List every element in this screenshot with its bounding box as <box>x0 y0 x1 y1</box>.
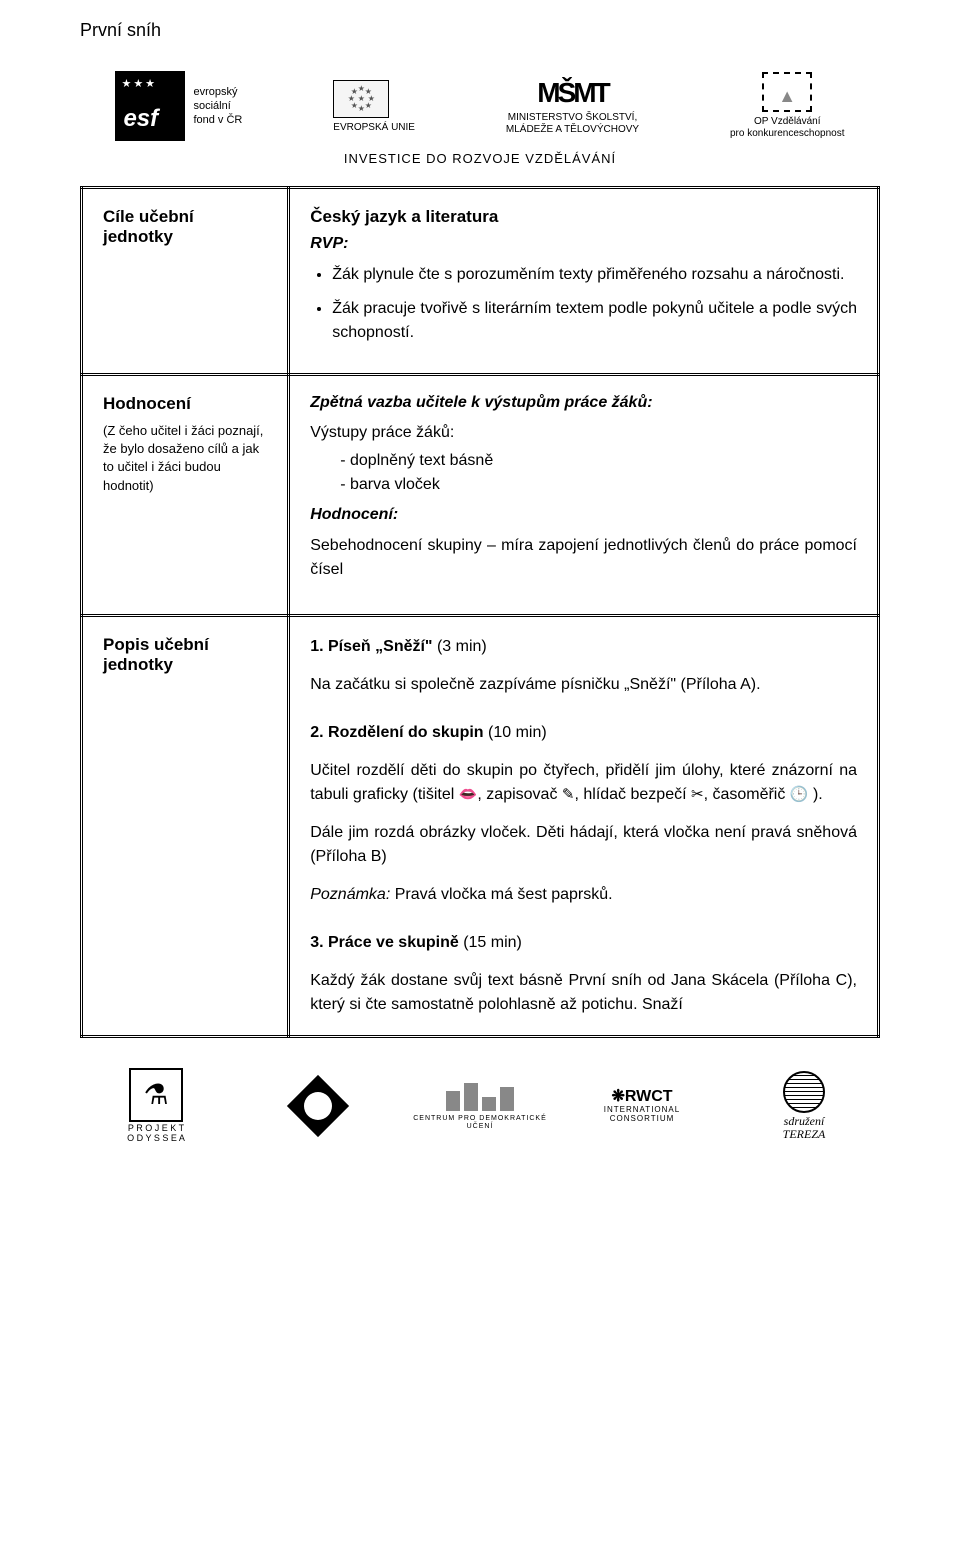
bottom-banner: ⚗ P R O J E K T O D Y S S E A CENTRUM PR… <box>80 1068 880 1144</box>
step3-text: Každý žák dostane svůj text básně První … <box>310 969 857 1017</box>
note-text: Pravá vločka má šest paprsků. <box>390 886 612 903</box>
output-item: barva vloček <box>340 476 857 494</box>
msmt-logo: MŠMT MINISTERSTVO ŠKOLSTVÍ, MLÁDEŽE A TĚ… <box>506 76 639 136</box>
rvp-label: RVP: <box>310 235 857 253</box>
tereza-logo: sdruženíTEREZA <box>728 1071 880 1141</box>
diamond-icon <box>287 1075 349 1137</box>
step3-title: 3. Práce ve skupině <box>310 934 463 951</box>
globe-icon <box>783 1071 825 1113</box>
esf-line2: sociální <box>193 99 242 113</box>
outputs-label: Výstupy práce žáků: <box>310 424 857 442</box>
rvp-bullet: Žák pracuje tvořivě s literárním textem … <box>332 297 857 345</box>
step3-heading: 3. Práce ve skupině (15 min) <box>310 931 857 955</box>
step2-text-b: , zapisovač <box>477 786 561 803</box>
esf-line3: fond v ČR <box>193 113 242 127</box>
assessment-heading: Hodnocení <box>103 394 267 414</box>
step1-heading: 1. Píseň „Sněží" (3 min) <box>310 635 857 659</box>
assessment-sub: (Z čeho učitel i žáci poznají, že bylo d… <box>103 422 267 495</box>
scissors-icon: ✂ <box>691 784 704 807</box>
lips-icon: 👄 <box>459 784 478 807</box>
esf-logo: evropský sociální fond v ČR <box>115 71 242 141</box>
step2-title: 2. Rozdělení do skupin <box>310 724 488 741</box>
rwct-logo: ❋RWCT INTERNATIONAL CONSORTIUM <box>566 1088 718 1123</box>
step1-text: Na začátku si společně zazpíváme písničk… <box>310 673 857 697</box>
step3-duration: (15 min) <box>463 934 522 951</box>
rvp-bullet: Žák plynule čte s porozuměním texty přim… <box>332 263 857 287</box>
step2-text-d: , časoměřič <box>704 786 790 803</box>
esf-line1: evropský <box>193 85 242 99</box>
step2-duration: (10 min) <box>488 724 547 741</box>
odyssea-line2: O D Y S S E A <box>80 1134 232 1144</box>
feedback-title: Zpětná vazba učitele k výstupům práce žá… <box>310 394 857 412</box>
cdv-bars-icon <box>404 1081 556 1111</box>
step2-text-c: , hlídač bezpečí <box>574 786 691 803</box>
table-row: Popis učební jednotky 1. Píseň „Sněží" (… <box>82 616 879 1037</box>
tereza-label: sdružení <box>784 1114 825 1128</box>
step2-text-roles: Učitel rozdělí děti do skupin po čtyřech… <box>310 759 857 807</box>
clock-icon: 🕒 <box>790 784 809 807</box>
step1-duration: (3 min) <box>437 638 487 655</box>
page-title: První sníh <box>80 20 880 41</box>
assessment-text: Sebehodnocení skupiny – míra zapojení je… <box>310 534 857 582</box>
eu-label: EVROPSKÁ UNIE <box>333 122 415 133</box>
step1-title: 1. Píseň „Sněží" <box>310 638 437 655</box>
rwct-sub2: CONSORTIUM <box>566 1115 718 1124</box>
eu-logo: EVROPSKÁ UNIE <box>333 80 415 133</box>
opvk-line2: pro konkurenceschopnost <box>730 128 845 140</box>
main-table: Cíle učební jednotky Český jazyk a liter… <box>80 186 880 1038</box>
esf-mark-icon <box>115 71 185 141</box>
top-banner: evropský sociální fond v ČR EVROPSKÁ UNI… <box>80 71 880 166</box>
msmt-line1: MINISTERSTVO ŠKOLSTVÍ, <box>506 112 639 124</box>
step2-heading: 2. Rozdělení do skupin (10 min) <box>310 721 857 745</box>
table-row: Hodnocení (Z čeho učitel i žáci poznají,… <box>82 375 879 616</box>
pencil-icon: ✎ <box>562 784 575 807</box>
rwct-mark: ❋RWCT <box>566 1088 718 1106</box>
opvk-line1: OP Vzdělávání <box>730 116 845 128</box>
step2-text-f: Dále jim rozdá obrázky vloček. Děti háda… <box>310 821 857 869</box>
tereza-name: TEREZA <box>783 1127 826 1141</box>
step2-note: Poznámka: Pravá vločka má šest paprsků. <box>310 883 857 907</box>
description-heading: Popis učební jednotky <box>103 635 267 675</box>
output-item: doplněný text básně <box>340 452 857 470</box>
cdv-logo: CENTRUM PRO DEMOKRATICKÉ UČENÍ <box>404 1081 556 1130</box>
clovek-logo <box>242 1078 394 1134</box>
odyssea-logo: ⚗ P R O J E K T O D Y S S E A <box>80 1068 232 1144</box>
step2-text-e: ). <box>809 786 823 803</box>
opvk-logo: OP Vzdělávání pro konkurenceschopnost <box>730 72 845 140</box>
odyssea-icon: ⚗ <box>129 1068 183 1122</box>
table-row: Cíle učební jednotky Český jazyk a liter… <box>82 188 879 375</box>
eu-flag-icon <box>333 80 389 118</box>
cdv-label: CENTRUM PRO DEMOKRATICKÉ UČENÍ <box>404 1115 556 1130</box>
assessment-label: Hodnocení: <box>310 506 857 524</box>
msmt-mark-icon: MŠMT <box>506 76 639 110</box>
note-label: Poznámka: <box>310 886 390 903</box>
goals-heading: Cíle učební jednotky <box>103 207 267 247</box>
subject-name: Český jazyk a literatura <box>310 207 857 227</box>
banner-subtitle: INVESTICE DO ROZVOJE VZDĚLÁVÁNÍ <box>80 151 880 166</box>
msmt-line2: MLÁDEŽE A TĚLOVÝCHOVY <box>506 124 639 136</box>
opvk-box-icon <box>762 72 812 112</box>
